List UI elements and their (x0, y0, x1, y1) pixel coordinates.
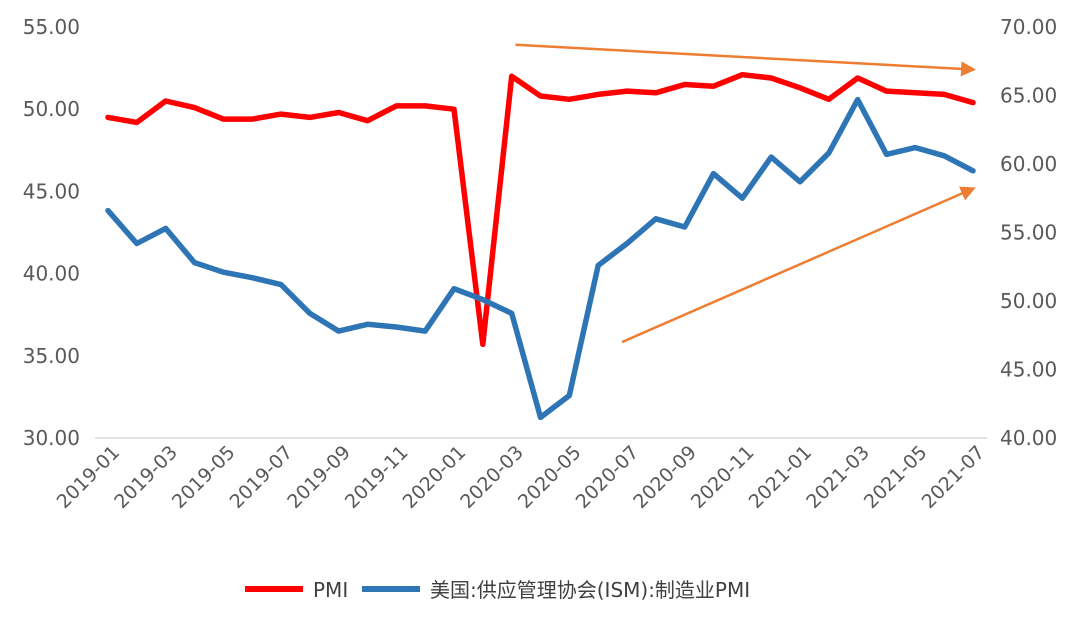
y-right-tick-label: 45.00 (1000, 358, 1057, 382)
x-tick-label: 2021-03 (802, 441, 874, 513)
y-right-tick-label: 40.00 (1000, 426, 1057, 450)
trend-arrows (515, 43, 976, 344)
y-right-tick-label: 65.00 (1000, 84, 1057, 108)
y-left-tick-label: 30.00 (23, 426, 80, 450)
x-tick-label: 2021-07 (918, 441, 990, 513)
y-left-tick-label: 50.00 (23, 97, 80, 121)
series (105, 71, 976, 421)
x-tick-label: 2019-01 (53, 441, 125, 513)
y-right-tick-label: 55.00 (1000, 221, 1057, 245)
y-right-tick-label: 60.00 (1000, 152, 1057, 176)
legend-pmi-label: PMI (313, 578, 348, 602)
trend-arrow-1 (515, 43, 976, 77)
trend-arrow-2 (621, 186, 976, 344)
x-tick-label: 2021-01 (745, 441, 817, 513)
y-left-tick-label: 45.00 (23, 179, 80, 203)
x-tick-label: 2020-05 (514, 441, 586, 513)
y-right-tick-label: 70.00 (1000, 15, 1057, 39)
legend: PMI 美国:供应管理协会(ISM):制造业PMI (245, 578, 750, 602)
x-tick-label: 2020-11 (687, 441, 759, 513)
series-line-ism-pmi (105, 96, 976, 421)
legend-ism-pmi-label: 美国:供应管理协会(ISM):制造业PMI (430, 578, 750, 602)
y-left-tick-label: 40.00 (23, 262, 80, 286)
x-tick-label: 2020-03 (456, 441, 528, 513)
x-tick-label: 2019-11 (341, 441, 413, 513)
x-tick-label: 2019-07 (226, 441, 298, 513)
x-tick-label: 2019-09 (283, 441, 355, 513)
x-tick-label: 2019-03 (110, 441, 182, 513)
y-left-tick-label: 55.00 (23, 15, 80, 39)
x-tick-label: 2021-05 (860, 441, 932, 513)
x-tick-label: 2020-09 (629, 441, 701, 513)
x-tick-label: 2020-01 (399, 441, 471, 513)
x-tick-label: 2019-05 (168, 441, 240, 513)
x-tick-label: 2020-07 (572, 441, 644, 513)
y-right-tick-label: 50.00 (1000, 289, 1057, 313)
y-left-tick-label: 35.00 (23, 344, 80, 368)
series-line-pmi (105, 71, 976, 348)
